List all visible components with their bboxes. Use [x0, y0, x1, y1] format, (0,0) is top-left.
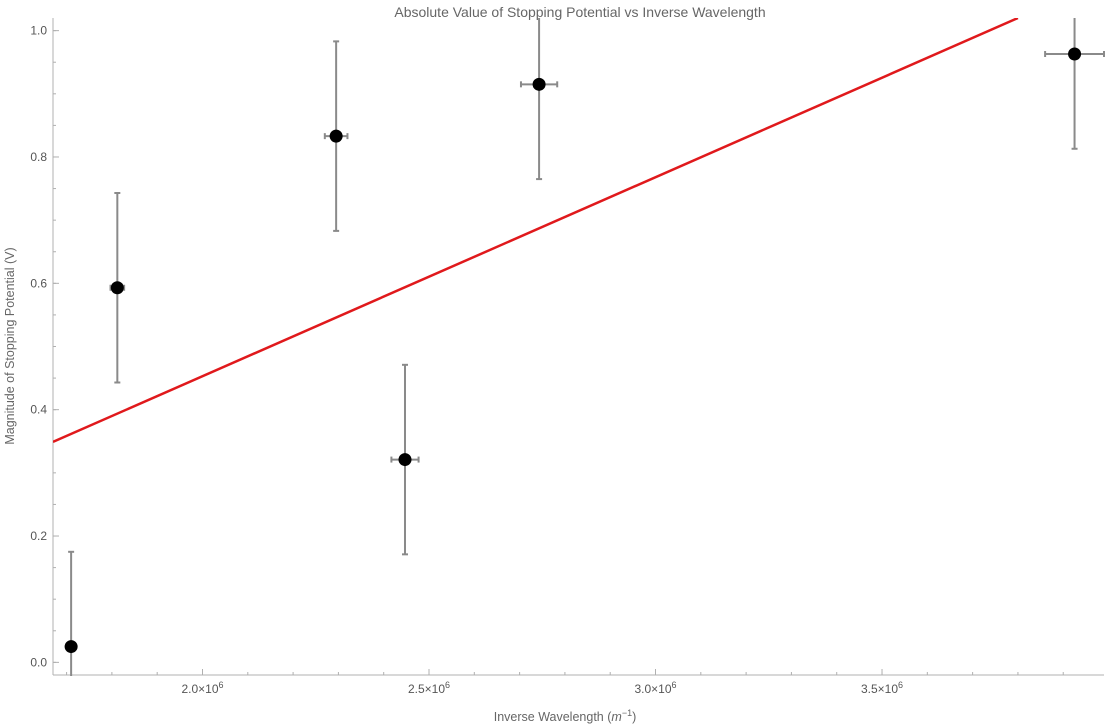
x-tick-exponent: 6	[672, 680, 677, 690]
y-tick-label: 1.0	[30, 24, 47, 38]
x-tick-label: 3.5×106	[861, 680, 903, 696]
x-tick-exponent: 6	[898, 680, 903, 690]
data-point	[110, 281, 124, 295]
y-tick-label: 0.4	[30, 403, 47, 417]
error-bar-layer	[65, 18, 1105, 676]
fit-layer	[53, 18, 1019, 444]
y-tick-label: 0.8	[30, 150, 47, 164]
x-ticks: 2.0×106 2.5×106 3.0×106 3.5×106	[66, 669, 1064, 696]
x-tick-exponent: 6	[219, 680, 224, 690]
x-tick-mantissa: 3.0×10	[634, 682, 671, 696]
x-tick-mantissa: 2.0×10	[181, 682, 218, 696]
y-tick-label: 0.6	[30, 276, 47, 290]
data-point	[1068, 47, 1082, 61]
x-axis-title-text: Inverse Wavelength (	[494, 710, 612, 724]
data-point	[64, 640, 78, 654]
x-tick-mantissa: 3.5×10	[861, 682, 898, 696]
x-tick-label: 2.0×106	[181, 680, 223, 696]
x-tick-mantissa: 2.5×10	[408, 682, 445, 696]
x-axis-title-exponent: −1	[622, 708, 632, 718]
x-tick-label: 3.0×106	[634, 680, 676, 696]
y-axis-title: Magnitude of Stopping Potential (V)	[3, 247, 17, 444]
chart-title: Absolute Value of Stopping Potential vs …	[394, 4, 765, 20]
data-point	[532, 77, 546, 91]
x-axis-title-close: )	[632, 710, 636, 724]
y-tick-label: 0.0	[30, 655, 47, 669]
x-axis-title: Inverse Wavelength (m−1)	[494, 708, 637, 724]
y-ticks: 0.0 0.2 0.4 0.6 0.8 1.0	[30, 24, 59, 669]
fit-line	[53, 18, 1019, 444]
plot-area	[53, 18, 1105, 676]
data-point	[398, 453, 412, 467]
y-tick-label: 0.2	[30, 529, 47, 543]
data-point	[329, 129, 343, 143]
x-axis-title-unit: m	[611, 710, 621, 724]
x-tick-exponent: 6	[445, 680, 450, 690]
point-layer	[64, 47, 1082, 654]
x-tick-label: 2.5×106	[408, 680, 450, 696]
